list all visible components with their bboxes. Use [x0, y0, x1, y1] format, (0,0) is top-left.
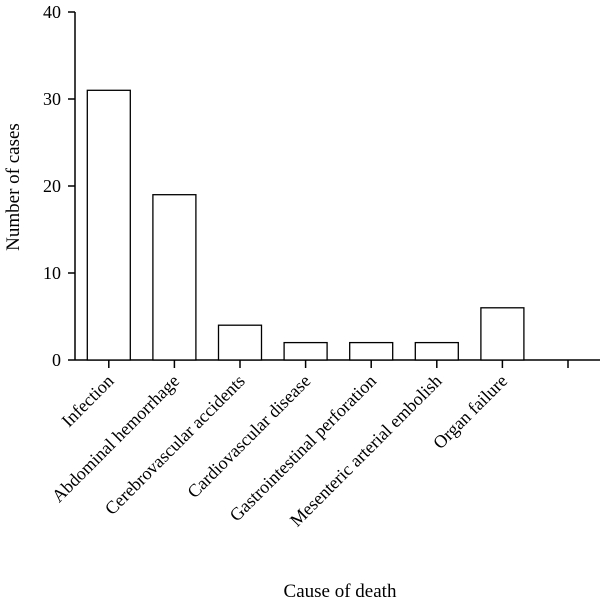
x-tick-label: Cardiovascular disease — [183, 371, 314, 502]
x-tick-label: Abdominal hemorrhage — [48, 371, 183, 506]
y-tick-label: 20 — [43, 176, 61, 196]
x-axis-title: Cause of death — [284, 581, 397, 602]
y-axis: 0 10 20 30 40 — [43, 2, 76, 370]
y-tick-label: 40 — [43, 2, 61, 22]
y-tick-label: 10 — [43, 263, 61, 283]
bar-abdominal-hemorrhage — [152, 194, 197, 361]
bar-cardiovascular-disease — [283, 341, 328, 361]
bar-gastrointestinal-perforation — [349, 341, 394, 361]
y-tick-label: 0 — [52, 350, 61, 370]
bar-cerebrovascular-accidents — [217, 324, 263, 361]
bar-organ-failure — [480, 307, 525, 361]
bar-infection — [86, 89, 131, 361]
bar-mesenteric-arterial-embolish — [414, 341, 459, 361]
y-tick-label: 30 — [43, 89, 61, 109]
y-axis-title: Number of cases — [3, 123, 24, 251]
bars — [86, 89, 525, 361]
x-tick-label: Infection — [58, 371, 118, 431]
